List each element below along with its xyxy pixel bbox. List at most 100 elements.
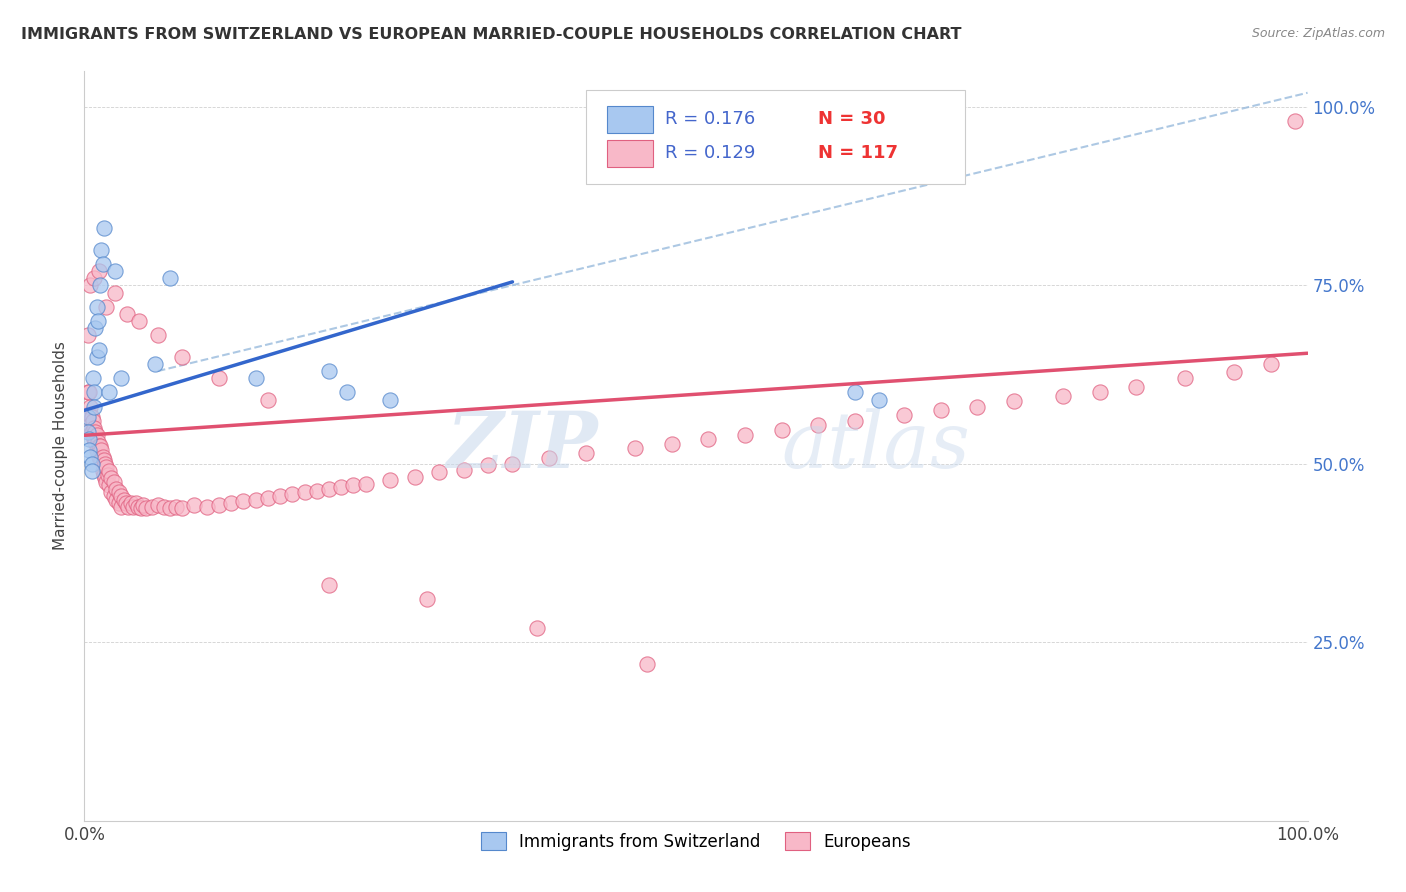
Point	[110, 371, 132, 385]
Point	[96, 300, 118, 314]
Point	[79, 417, 101, 432]
FancyBboxPatch shape	[586, 90, 965, 184]
Point	[84, 435, 107, 450]
Point	[208, 498, 231, 512]
Y-axis label: Married-couple Households: Married-couple Households	[53, 342, 69, 550]
Point	[86, 428, 108, 442]
Point	[354, 476, 377, 491]
Text: Source: ZipAtlas.com: Source: ZipAtlas.com	[1251, 27, 1385, 40]
Text: N = 117: N = 117	[818, 144, 898, 162]
Point	[90, 442, 112, 457]
Point	[575, 446, 598, 460]
Point	[107, 496, 129, 510]
Point	[89, 439, 111, 453]
Point	[91, 464, 114, 478]
Point	[195, 500, 218, 514]
Point	[87, 343, 110, 357]
Point	[87, 264, 110, 278]
Point	[97, 385, 120, 400]
Point	[269, 489, 291, 503]
Point	[87, 446, 110, 460]
Point	[83, 421, 105, 435]
Point	[103, 475, 125, 489]
Point	[110, 500, 132, 514]
Point	[342, 478, 364, 492]
Point	[477, 458, 499, 473]
Point	[208, 371, 231, 385]
Point	[128, 314, 150, 328]
Point	[104, 264, 127, 278]
Point	[538, 451, 561, 466]
Point	[89, 451, 111, 466]
Point	[869, 392, 891, 407]
Text: R = 0.129: R = 0.129	[665, 144, 756, 162]
Point	[86, 350, 108, 364]
Point	[294, 485, 316, 500]
Point	[159, 271, 181, 285]
Point	[77, 432, 100, 446]
Point	[893, 409, 915, 423]
Bar	[606, 139, 654, 167]
Text: R = 0.176: R = 0.176	[665, 110, 755, 128]
Point	[82, 428, 104, 442]
Point	[80, 457, 103, 471]
Point	[107, 485, 129, 500]
Point	[90, 453, 112, 467]
Point	[929, 403, 952, 417]
Point	[734, 428, 756, 442]
Point	[77, 425, 100, 439]
Point	[83, 385, 105, 400]
Point	[165, 500, 187, 514]
Point	[100, 485, 122, 500]
Point	[97, 478, 120, 492]
Point	[1002, 394, 1025, 409]
Point	[636, 657, 658, 671]
Bar	[606, 106, 654, 133]
Point	[697, 432, 720, 446]
Point	[77, 410, 100, 425]
Point	[96, 475, 118, 489]
Point	[77, 328, 100, 343]
Point	[404, 469, 426, 483]
Point	[172, 350, 194, 364]
Point	[380, 473, 402, 487]
Point	[94, 457, 117, 471]
Point	[80, 410, 103, 425]
Point	[624, 441, 647, 455]
Point	[89, 278, 111, 293]
Point	[305, 483, 328, 498]
Point	[80, 464, 103, 478]
Point	[232, 494, 254, 508]
Point	[93, 467, 115, 482]
Text: ZIP: ZIP	[447, 408, 598, 484]
Point	[141, 500, 163, 514]
Point	[87, 314, 110, 328]
Point	[125, 496, 148, 510]
Point	[105, 482, 128, 496]
Point	[183, 498, 205, 512]
Point	[79, 278, 101, 293]
Point	[146, 498, 169, 512]
Point	[281, 487, 304, 501]
Point	[1223, 366, 1246, 380]
Point	[79, 450, 101, 464]
Point	[257, 491, 280, 505]
Point	[844, 414, 866, 428]
Point	[94, 471, 117, 485]
Point	[87, 439, 110, 453]
Point	[807, 417, 830, 432]
Point	[172, 501, 194, 516]
Point	[77, 385, 100, 400]
Point	[79, 400, 101, 414]
Point	[380, 392, 402, 407]
Point	[129, 501, 152, 516]
Point	[77, 442, 100, 457]
Point	[257, 392, 280, 407]
Point	[93, 221, 115, 235]
Point	[330, 480, 353, 494]
Point	[219, 496, 242, 510]
Point	[83, 432, 105, 446]
Point	[91, 450, 114, 464]
Point	[103, 489, 125, 503]
Point	[84, 425, 107, 439]
